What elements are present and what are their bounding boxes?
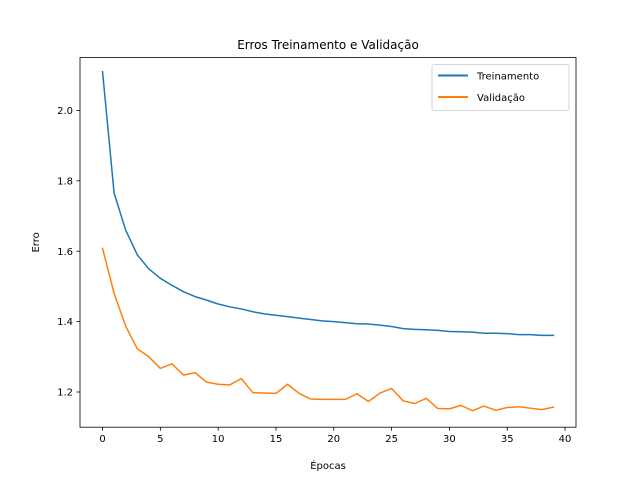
y-axis-label: Erro (31, 232, 42, 252)
y-tick-label: 1.6 (57, 247, 73, 258)
series-line-validacao (101, 247, 555, 412)
x-tick-label: 0 (99, 434, 105, 445)
x-tick-label: 35 (501, 434, 514, 445)
x-tick-label: 15 (270, 434, 283, 445)
chart-legend: Treinamento Validação (431, 64, 570, 111)
x-tick-label: 20 (327, 434, 340, 445)
x-tick-label: 40 (559, 434, 572, 445)
chart-title: Erros Treinamento e Validação (237, 38, 419, 52)
x-axis-label: Épocas (310, 459, 346, 472)
legend-label-validacao: Validação (477, 93, 525, 104)
x-tick-label: 25 (385, 434, 398, 445)
y-tick-label: 2.0 (57, 106, 73, 117)
x-tick-label: 10 (212, 434, 225, 445)
y-tick-label: 1.4 (57, 317, 73, 328)
x-tick-label: 30 (443, 434, 456, 445)
plot-area-frame (79, 57, 577, 428)
x-tick-label: 5 (157, 434, 163, 445)
y-tick-label: 1.2 (57, 388, 73, 399)
y-tick-label: 1.8 (57, 176, 73, 187)
legend-label-treinamento: Treinamento (476, 72, 539, 83)
series-line-treinamento (101, 70, 555, 337)
